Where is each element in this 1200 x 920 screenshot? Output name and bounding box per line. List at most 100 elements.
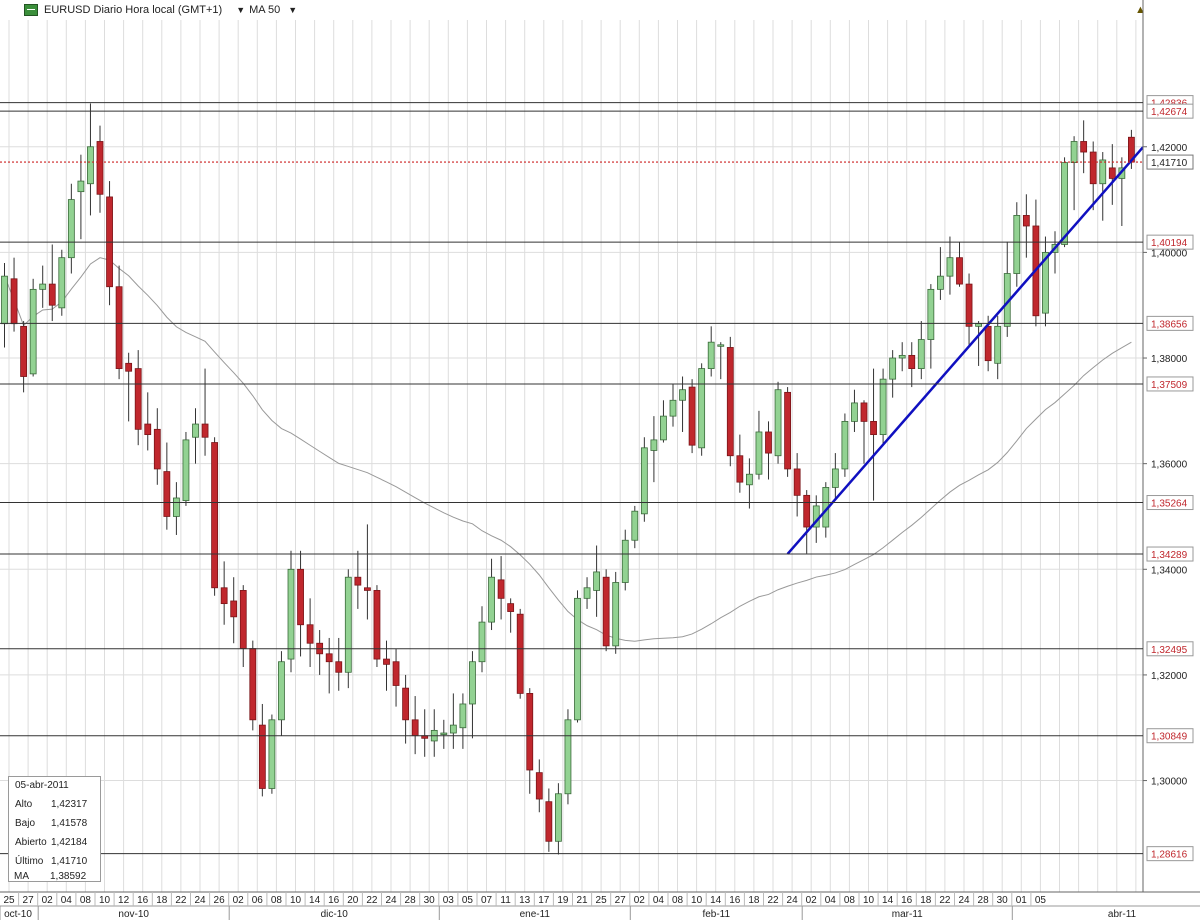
candle-body [535,772,543,800]
indicator-label[interactable]: MA 50 [249,4,281,16]
candle [497,556,505,620]
candle-body [698,368,706,449]
candle-body [650,439,658,451]
day-label: 19 [557,895,569,906]
candle-body [488,576,495,623]
candle-body [87,146,94,185]
candle-body [411,719,419,737]
candle-body [20,325,28,377]
candle-body [383,658,390,665]
candle-body [373,590,381,660]
month-label: oct-10 [4,909,32,920]
candle-body [134,368,142,430]
candle-body [898,354,906,359]
candle [545,788,553,852]
candle-body [344,576,352,673]
candle-body [192,423,199,438]
candle-body [975,323,982,327]
candle-body [526,693,534,771]
candle [29,278,37,377]
candle [87,103,94,216]
candle [679,376,686,432]
candle-body [48,283,56,306]
candle [621,529,629,591]
day-label: 02 [42,895,54,906]
candle [268,714,276,794]
candle-body [67,199,75,259]
info-label-last: Último [15,856,44,867]
candle [58,249,66,316]
candle [564,709,572,805]
candle-body [1061,162,1068,245]
day-label: 12 [118,895,130,906]
day-label: 26 [214,895,226,906]
candle [555,783,562,855]
symbol-label[interactable]: EURUSD Diario Hora local (GMT+1) [44,4,223,16]
candle [917,321,925,380]
day-label: 03 [443,895,455,906]
candle-body [984,325,992,362]
candle [201,368,209,456]
candle [841,413,849,477]
level-label-box [1146,234,1194,250]
moving-average [4,257,1132,642]
candle [956,241,963,287]
candle [192,408,199,464]
candle [106,181,113,306]
day-label: 11 [500,895,511,906]
candle-body [774,389,782,457]
chart-type-icon[interactable] [24,4,38,16]
warning-icon[interactable]: ▲ [1135,4,1146,16]
day-label: 27 [615,895,627,906]
candle [335,637,343,691]
candle-body [851,402,858,422]
candle-body [631,510,639,541]
candle-body [660,415,667,441]
candle-body [239,590,247,649]
candle [125,352,133,422]
candle [115,265,123,380]
day-label: 24 [958,895,970,906]
candle [965,273,973,345]
day-label: 25 [3,895,15,906]
candle-body [516,613,524,694]
candle [144,392,152,451]
date-axis: 25 27 02 04 08 10 12 16 18 22 24 26 02 06 08 10 14 16 20 22… [0,891,1200,920]
candle [746,458,753,509]
candle-body [946,257,954,277]
candle [507,598,515,633]
day-label: 24 [787,895,799,906]
candle [392,648,400,707]
candle [1080,120,1088,174]
candle-body [793,468,801,496]
candle-body [201,423,209,438]
candle-body [784,391,791,470]
month-label: dic-10 [321,909,349,920]
candle [1099,152,1107,221]
candle [488,558,495,631]
info-value-low: 1,41578 [51,818,88,829]
candle [39,265,47,308]
indicator-dropdown-icon[interactable]: ▼ [288,5,298,15]
price-axis: 1,42000 1,40000 1,38000 1,36000 1,34000 1,320… [1142,0,1200,920]
candle [765,421,772,480]
chart-toolbar: EURUSD Diario Hora local (GMT+1) ▼ MA 50… [0,0,1140,20]
day-label: 04 [825,895,837,906]
candle-body [325,653,333,663]
price-tick-label: 1,32000 [1151,671,1188,682]
day-label: 16 [328,895,340,906]
month-label: mar-11 [892,909,923,920]
plot-background [0,20,1143,892]
candle-body [29,288,37,375]
day-label: 22 [939,895,951,906]
day-label: 06 [252,895,264,906]
symbol-dropdown-icon[interactable]: ▼ [236,5,246,15]
day-label: 14 [882,895,894,906]
day-label: 10 [290,895,302,906]
candle-body [917,339,925,369]
candle [1042,236,1049,327]
candle-body [507,603,515,612]
candle [851,389,858,432]
info-value-ma: 1,38592 [50,871,87,882]
candle [449,693,457,749]
